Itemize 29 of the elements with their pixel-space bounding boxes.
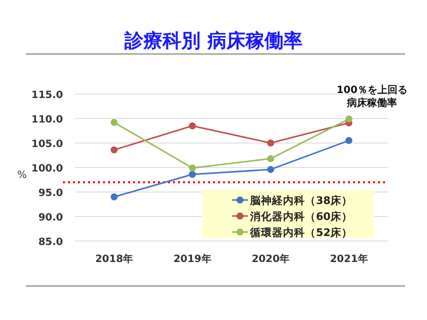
y-tick-label: 95.0 xyxy=(38,188,64,199)
annotation: 病床稼働率 xyxy=(346,97,397,109)
y-tick-label: 100.0 xyxy=(31,164,64,174)
legend-label: 脳神経内科（38床） xyxy=(249,194,353,207)
y-tick-label: 90.0 xyxy=(38,212,64,224)
point xyxy=(110,118,118,126)
legend-label: 循環器内科（52床） xyxy=(249,226,353,239)
point xyxy=(110,146,118,154)
x-tick-label: 2020年 xyxy=(252,253,290,265)
point xyxy=(110,193,118,200)
point xyxy=(267,155,274,162)
y-tick-label: 85.0 xyxy=(38,237,64,248)
x-tick-label: 2021年 xyxy=(330,253,368,265)
x-tick-label: 2019年 xyxy=(173,253,212,265)
y-tick-label: 105.0 xyxy=(31,139,64,150)
point xyxy=(188,170,196,178)
chart-title: 診療科別 病床稼働率 xyxy=(124,30,302,52)
point xyxy=(188,122,196,130)
y-axis-title: % xyxy=(17,170,27,181)
point xyxy=(188,164,196,172)
y-tick-label: 110.0 xyxy=(31,114,64,126)
annotation: 100％を上回る xyxy=(336,84,408,96)
y-tick-label: 115.0 xyxy=(31,90,64,101)
x-tick-label: 2018年 xyxy=(95,253,134,265)
point xyxy=(345,115,352,122)
point xyxy=(267,166,274,173)
point xyxy=(267,140,274,146)
legend-label: 消化器内科（60床） xyxy=(249,210,353,223)
point xyxy=(345,137,352,144)
